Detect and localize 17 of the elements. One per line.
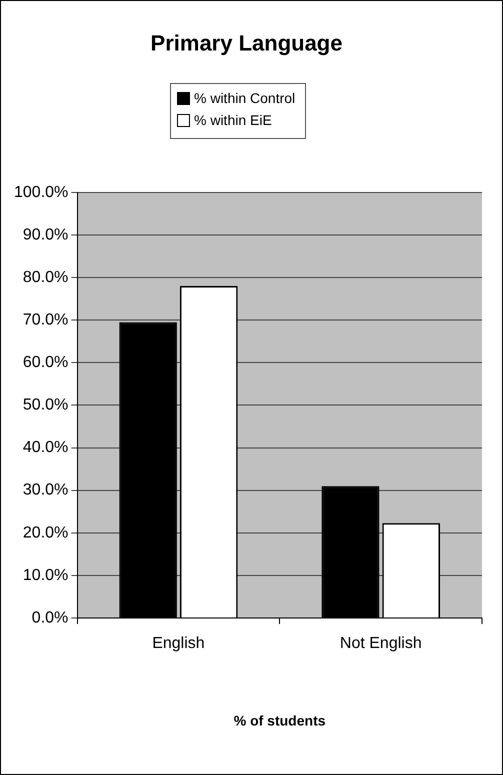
y-tick-label: 80.0% — [22, 268, 68, 286]
x-tick-label: English — [152, 635, 205, 652]
y-tick-label: 90.0% — [22, 226, 68, 244]
y-tick-label: 40.0% — [22, 439, 68, 456]
y-tick-label: 50.0% — [22, 396, 68, 414]
x-axis-title: % of students — [234, 712, 326, 728]
y-tick-label: 70.0% — [22, 311, 68, 328]
x-tick-label: Not English — [340, 635, 422, 652]
legend-label: % within EiE — [194, 112, 272, 128]
legend-label: % within Control — [194, 90, 296, 106]
y-tick-label: 10.0% — [22, 566, 68, 584]
y-tick-label: 0.0% — [32, 609, 68, 626]
chart-title: Primary Language — [150, 30, 342, 56]
y-tick-label: 20.0% — [22, 524, 68, 542]
y-tick-label: 60.0% — [22, 354, 68, 372]
y-tick-label: 100.0% — [14, 184, 68, 201]
y-tick-label: 30.0% — [22, 482, 68, 499]
